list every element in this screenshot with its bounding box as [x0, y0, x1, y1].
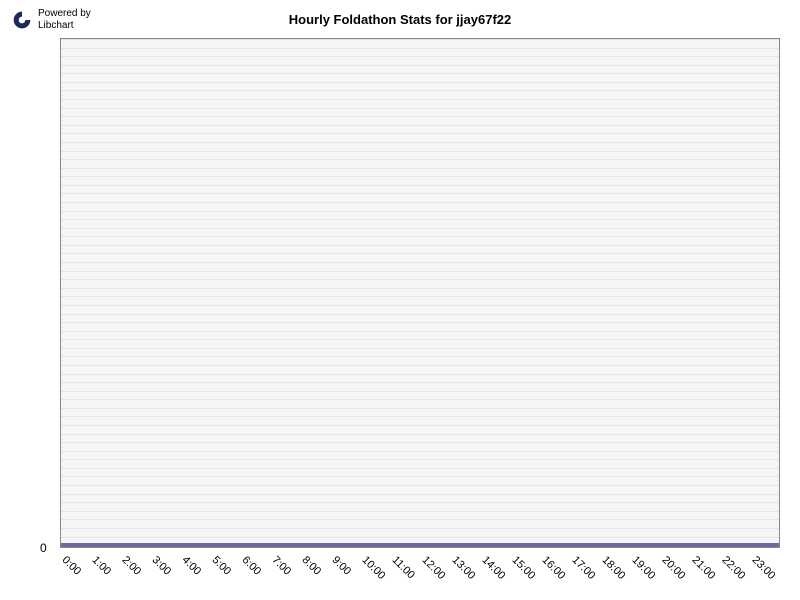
y-tick: 0	[40, 541, 47, 555]
x-tick-label: 2:00	[119, 554, 143, 578]
x-tick-label: 22:00	[719, 554, 747, 582]
x-tick-label: 21:00	[689, 554, 717, 582]
baseline-bar	[61, 543, 779, 547]
x-tick-label: 23:00	[749, 554, 777, 582]
x-tick-label: 6:00	[239, 554, 263, 578]
x-axis-labels: 0:001:002:003:004:005:006:007:008:009:00…	[60, 552, 780, 592]
x-tick-label: 5:00	[209, 554, 233, 578]
x-tick-label: 14:00	[479, 554, 507, 582]
x-tick-label: 7:00	[269, 554, 293, 578]
powered-by-line2: Libchart	[38, 20, 91, 32]
x-tick-label: 17:00	[569, 554, 597, 582]
branding-area: Powered by Libchart	[12, 8, 91, 32]
powered-by-line1: Powered by	[38, 8, 91, 20]
x-tick-label: 13:00	[449, 554, 477, 582]
x-tick-label: 1:00	[89, 554, 113, 578]
libchart-logo-icon	[12, 10, 32, 30]
x-tick-label: 20:00	[659, 554, 687, 582]
x-tick-label: 18:00	[599, 554, 627, 582]
x-tick-label: 8:00	[299, 554, 323, 578]
gridlines	[61, 39, 779, 547]
x-tick-label: 3:00	[149, 554, 173, 578]
x-tick-label: 12:00	[419, 554, 447, 582]
plot-area	[60, 38, 780, 548]
x-tick-label: 15:00	[509, 554, 537, 582]
x-tick-label: 19:00	[629, 554, 657, 582]
x-tick-label: 11:00	[389, 554, 416, 581]
x-tick-label: 9:00	[329, 554, 353, 578]
chart-title: Hourly Foldathon Stats for jjay67f22	[289, 12, 512, 27]
x-tick-label: 16:00	[539, 554, 567, 582]
x-tick-label: 10:00	[359, 554, 387, 582]
x-tick-label: 0:00	[59, 554, 83, 578]
x-tick-label: 4:00	[179, 554, 203, 578]
branding-text: Powered by Libchart	[38, 8, 91, 32]
